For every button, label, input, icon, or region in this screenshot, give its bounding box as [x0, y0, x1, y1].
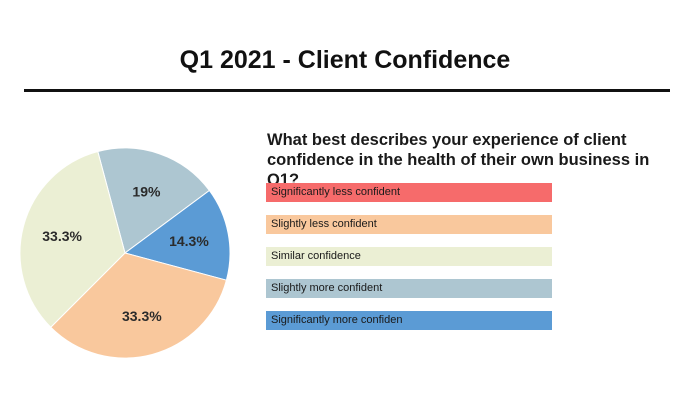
pie-data-label: 14.3% [169, 233, 209, 249]
legend-item: Slightly more confident [266, 279, 552, 298]
legend: Significantly less confident Slightly les… [266, 183, 552, 343]
survey-question: What best describes your experience of c… [267, 131, 650, 189]
chart-title: Q1 2021 - Client Confidence [179, 46, 511, 74]
pie-slice-slightly-less-confident [50, 252, 228, 359]
legend-item: Similar confidence [266, 247, 552, 266]
title-divider [24, 89, 670, 92]
pie-data-label: 33.3% [122, 308, 162, 324]
pie-slice-similar-confidence [19, 150, 126, 328]
pie-data-label: 19% [132, 184, 161, 200]
pie-slice-significantly-more-confiden [123, 189, 231, 281]
pie-data-label: 33.3% [42, 228, 82, 244]
legend-item: Slightly less confident [266, 215, 552, 234]
pie-slice-slightly-more-confident [97, 147, 211, 254]
legend-item: Significantly less confident [266, 183, 552, 202]
legend-item: Significantly more confiden [266, 311, 552, 330]
